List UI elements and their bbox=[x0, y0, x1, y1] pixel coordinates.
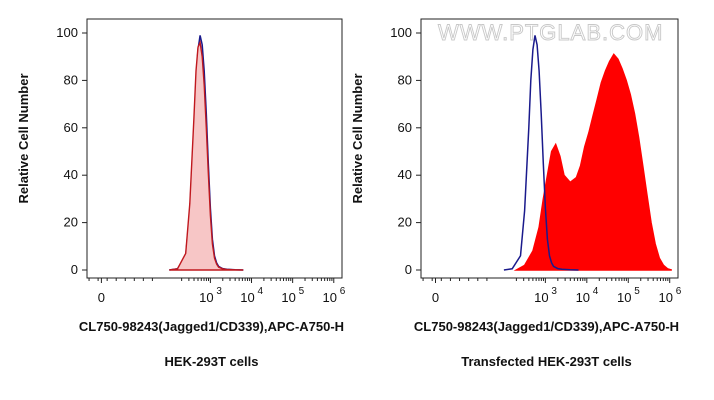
x-tick-label: 10 bbox=[617, 290, 631, 305]
y-tick-label: 60 bbox=[398, 120, 412, 135]
y-tick-label: 100 bbox=[390, 25, 412, 40]
x-tick-label: 0 bbox=[98, 290, 105, 305]
y-tick-label: 80 bbox=[64, 72, 78, 87]
histogram-filled-series bbox=[169, 40, 244, 271]
x-tick-exponent: 3 bbox=[216, 286, 222, 297]
x-tick-label: 10 bbox=[240, 290, 254, 305]
y-tick-label: 100 bbox=[56, 25, 78, 40]
x-tick-label: 10 bbox=[323, 290, 337, 305]
histogram-filled-series bbox=[513, 53, 672, 271]
x-tick-label: 10 bbox=[199, 290, 213, 305]
x-tick-exponent: 3 bbox=[551, 286, 557, 297]
panel-caption: Transfected HEK-293T cells bbox=[461, 354, 632, 369]
x-axis-label: CL750-98243(Jagged1/CD339),APC-A750-H bbox=[79, 319, 344, 334]
y-tick-label: 60 bbox=[64, 120, 78, 135]
histogram-control-line bbox=[503, 35, 579, 271]
x-tick-label: 10 bbox=[534, 290, 548, 305]
y-tick-label: 0 bbox=[405, 262, 412, 277]
x-tick-exponent: 4 bbox=[258, 286, 264, 297]
y-tick-label: 40 bbox=[398, 167, 412, 182]
y-axis-label: Relative Cell Number bbox=[350, 73, 365, 203]
x-tick-label: 10 bbox=[281, 290, 295, 305]
y-tick-label: 0 bbox=[71, 262, 78, 277]
y-tick-label: 40 bbox=[64, 167, 78, 182]
y-tick-label: 80 bbox=[398, 72, 412, 87]
x-tick-label: 10 bbox=[658, 290, 672, 305]
x-tick-exponent: 5 bbox=[634, 286, 640, 297]
x-tick-label: 0 bbox=[432, 290, 439, 305]
plot-frame bbox=[420, 18, 679, 279]
x-tick-exponent: 5 bbox=[299, 286, 305, 297]
x-tick-exponent: 6 bbox=[340, 286, 346, 297]
watermark-text: WWW.PTGLAB.COM bbox=[438, 20, 663, 45]
panel-caption: HEK-293T cells bbox=[165, 354, 259, 369]
x-tick-exponent: 6 bbox=[676, 286, 682, 297]
y-tick-label: 20 bbox=[64, 215, 78, 230]
x-tick-exponent: 4 bbox=[593, 286, 599, 297]
y-axis-label: Relative Cell Number bbox=[16, 73, 31, 203]
plot-frame bbox=[86, 18, 343, 279]
x-tick-label: 10 bbox=[576, 290, 590, 305]
x-axis-label: CL750-98243(Jagged1/CD339),APC-A750-H bbox=[414, 319, 679, 334]
y-tick-label: 20 bbox=[398, 215, 412, 230]
